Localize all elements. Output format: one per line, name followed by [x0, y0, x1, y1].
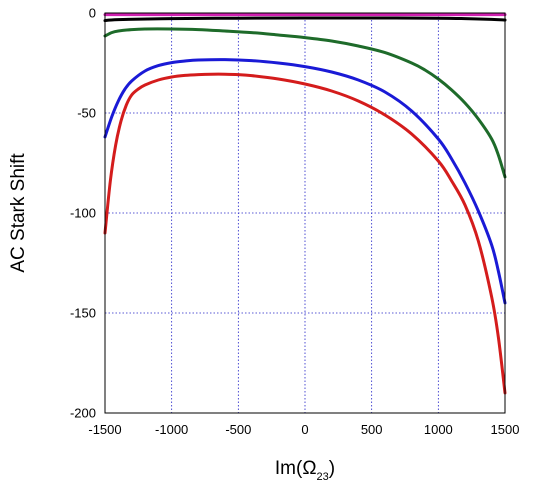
- x-axis-title-subscript: 23: [317, 471, 329, 483]
- x-tick-label: -1000: [155, 422, 188, 437]
- series-line-4: [103, 58, 507, 305]
- x-axis-title-prefix: Im(Ω: [275, 458, 317, 479]
- x-tick-labels: -1500 -1000 -500 0 500 1000 1500: [88, 422, 519, 437]
- y-tick-labels: 0 -50 -100 -150 -200: [70, 6, 96, 421]
- x-tick-label: 1000: [424, 422, 453, 437]
- x-tick-label: -1500: [88, 422, 121, 437]
- y-tick-label: -50: [77, 106, 96, 121]
- y-tick-label: -150: [70, 306, 96, 321]
- x-tick-label: 0: [301, 422, 308, 437]
- plot-frame: [104, 12, 506, 414]
- series-line-5: [103, 72, 507, 395]
- series-lines: [103, 13, 507, 395]
- x-tick-label: -500: [225, 422, 251, 437]
- x-axis-title: Im(Ω23): [275, 458, 335, 483]
- y-tick-label: -200: [70, 406, 96, 421]
- series-line-2: [103, 16, 507, 23]
- y-tick-label: 0: [89, 6, 96, 21]
- grid: [105, 13, 505, 413]
- y-axis-title: AC Stark Shift: [8, 153, 29, 273]
- x-axis-title-suffix: ): [329, 458, 335, 479]
- x-tick-label: 1500: [491, 422, 520, 437]
- series-line-3: [103, 27, 507, 179]
- y-tick-label: -100: [70, 206, 96, 221]
- x-tick-label: 500: [361, 422, 383, 437]
